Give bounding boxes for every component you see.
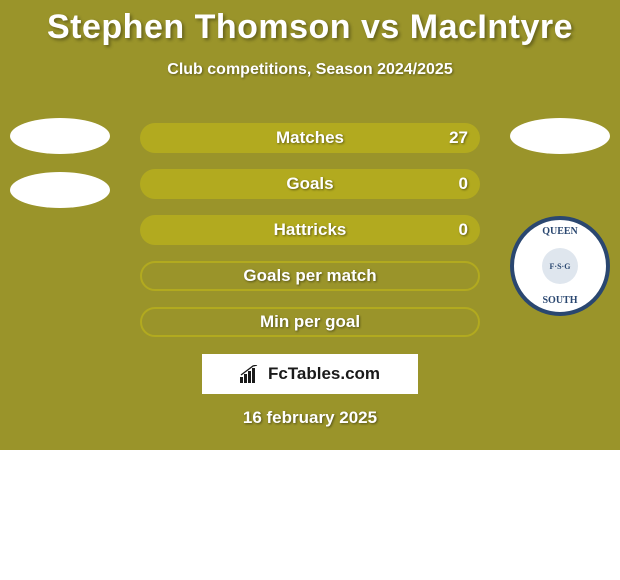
right-player-column: QUEEN F·S·G SOUTH — [500, 118, 620, 316]
bar-chart-icon — [240, 365, 262, 383]
stats-column: Matches 27 Goals 0 Hattricks 0 Goals per… — [140, 123, 480, 353]
stat-value-right: 0 — [459, 174, 468, 194]
player-avatar-placeholder — [10, 118, 110, 154]
stat-label: Goals per match — [243, 266, 376, 286]
stat-row-min-per-goal: Min per goal — [140, 307, 480, 337]
stat-label: Goals — [286, 174, 333, 194]
player-avatar-placeholder — [510, 118, 610, 154]
snapshot-date: 16 february 2025 — [0, 408, 620, 428]
stat-row-goals-per-match: Goals per match — [140, 261, 480, 291]
player-avatar-placeholder — [10, 172, 110, 208]
stat-label: Hattricks — [274, 220, 347, 240]
page-title: Stephen Thomson vs MacIntyre — [0, 0, 620, 47]
club-badge-bottom-text: SOUTH — [514, 295, 606, 306]
page-subtitle: Club competitions, Season 2024/2025 — [0, 61, 620, 79]
comparison-card: Stephen Thomson vs MacIntyre Club compet… — [0, 0, 620, 450]
stat-row-matches: Matches 27 — [140, 123, 480, 153]
stat-row-goals: Goals 0 — [140, 169, 480, 199]
stat-value-right: 0 — [459, 220, 468, 240]
stat-row-hattricks: Hattricks 0 — [140, 215, 480, 245]
left-player-column — [0, 118, 120, 226]
club-badge-top-text: QUEEN — [514, 226, 606, 237]
club-badge-center: F·S·G — [542, 248, 578, 284]
stat-value-right: 27 — [449, 128, 468, 148]
branding-box[interactable]: FcTables.com — [202, 354, 418, 394]
stat-label: Min per goal — [260, 312, 360, 332]
club-badge: QUEEN F·S·G SOUTH — [510, 216, 610, 316]
stat-label: Matches — [276, 128, 344, 148]
branding-text: FcTables.com — [268, 364, 380, 384]
